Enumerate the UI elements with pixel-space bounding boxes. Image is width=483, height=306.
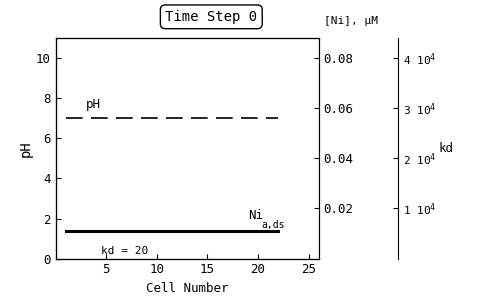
- Text: [Ni], μM: [Ni], μM: [324, 16, 378, 26]
- Text: Time Step 0: Time Step 0: [165, 10, 257, 24]
- Text: a,ds: a,ds: [261, 219, 284, 230]
- Text: kd = 20: kd = 20: [101, 246, 148, 256]
- X-axis label: Cell Number: Cell Number: [146, 282, 228, 295]
- Text: kd: kd: [439, 142, 454, 155]
- Text: Ni: Ni: [248, 208, 263, 222]
- Y-axis label: pH: pH: [19, 140, 33, 157]
- Text: pH: pH: [86, 98, 101, 111]
